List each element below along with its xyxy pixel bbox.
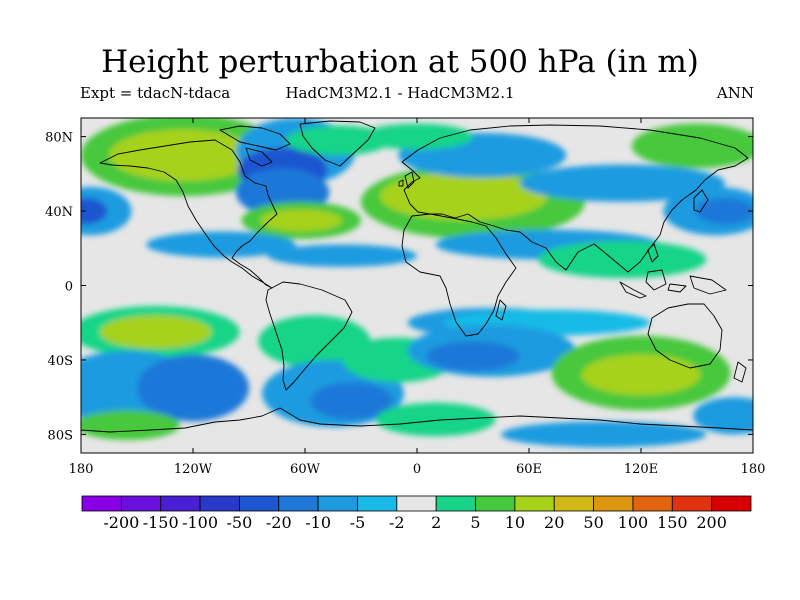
colorbar-swatch bbox=[278, 495, 319, 512]
colorbar-label: -200 bbox=[103, 513, 139, 532]
colorbar-swatch bbox=[553, 495, 594, 512]
japan-coastline bbox=[693, 189, 709, 213]
colorbar-label: -2 bbox=[389, 513, 405, 532]
lat-tick-label: 40S bbox=[48, 354, 73, 369]
colorbar-swatch bbox=[671, 495, 713, 512]
africa-coastline bbox=[401, 213, 517, 337]
experiment-label: Expt = tdacN-tdaca bbox=[80, 84, 231, 102]
field-region bbox=[99, 315, 212, 349]
lon-tick-label: 180 bbox=[741, 462, 766, 477]
colorbar-swatch bbox=[475, 495, 516, 512]
australia-coastline bbox=[647, 303, 723, 369]
south-america-coastline bbox=[265, 281, 353, 391]
eurasia-coastline bbox=[401, 124, 749, 273]
field-region bbox=[695, 198, 753, 225]
colorbar-swatch bbox=[396, 495, 437, 512]
colorbar-label: 2 bbox=[431, 513, 441, 532]
colorbar-swatch bbox=[317, 495, 358, 512]
new-zealand-coastline bbox=[733, 361, 747, 383]
lat-tick-label: 40N bbox=[45, 205, 73, 220]
field-region bbox=[375, 402, 496, 437]
greenland-coastline bbox=[299, 120, 376, 167]
lat-tick-label: 0 bbox=[65, 280, 73, 295]
field-region bbox=[81, 198, 108, 225]
lon-tick-label: 0 bbox=[413, 462, 421, 477]
field-region bbox=[426, 341, 520, 372]
colorbar-swatch bbox=[435, 495, 476, 512]
british-isles-coastline bbox=[398, 171, 415, 189]
plot-title: Height perturbation at 500 hPa (in m) bbox=[101, 44, 699, 80]
colorbar-swatch bbox=[632, 495, 673, 512]
colorbar-swatch bbox=[81, 495, 122, 512]
lon-tick-label: 60E bbox=[516, 462, 542, 477]
colorbar-label: 50 bbox=[583, 513, 603, 532]
season-label: ANN bbox=[716, 84, 754, 102]
field-region bbox=[693, 397, 753, 435]
field-region bbox=[260, 209, 343, 232]
colorbar-label: 10 bbox=[505, 513, 525, 532]
colorbar-label: -50 bbox=[227, 513, 253, 532]
maritime-continent-coastline bbox=[619, 243, 727, 299]
colorbar-swatch bbox=[514, 495, 555, 512]
colorbar-swatch bbox=[711, 495, 752, 512]
colorbar-label: -20 bbox=[266, 513, 292, 532]
field-region bbox=[631, 123, 753, 169]
colorbar-label: -5 bbox=[350, 513, 366, 532]
colorbar-swatch bbox=[239, 495, 280, 512]
model-label: HadCM3M2.1 - HadCM3M2.1 bbox=[285, 84, 515, 102]
colorbar-label: 20 bbox=[544, 513, 564, 532]
field-region bbox=[379, 171, 548, 221]
antarctica-coastline bbox=[81, 407, 753, 433]
lat-tick-label: 80N bbox=[45, 131, 73, 146]
colorbar-swatch bbox=[120, 495, 162, 512]
colorbar-label: 5 bbox=[470, 513, 480, 532]
field-region bbox=[501, 421, 707, 448]
longitude-axis: 180 120W 60W 0 60E 120E 180 bbox=[69, 118, 766, 477]
colorbar-label: -100 bbox=[182, 513, 218, 532]
madagascar-coastline bbox=[495, 299, 507, 321]
lon-tick-label: 120W bbox=[174, 462, 213, 477]
coastlines bbox=[81, 120, 753, 433]
field-region bbox=[258, 315, 371, 368]
colorbar-swatch bbox=[160, 495, 201, 512]
lat-tick-label: 80S bbox=[48, 428, 73, 443]
colorbar-label: -10 bbox=[305, 513, 331, 532]
colorbar-swatch bbox=[593, 495, 634, 512]
lon-tick-label: 60W bbox=[290, 462, 321, 477]
north-america-coastline bbox=[99, 139, 278, 289]
field-region bbox=[137, 354, 249, 422]
lon-tick-label: 120E bbox=[624, 462, 658, 477]
arctic-archipelago-coastline bbox=[219, 125, 291, 167]
field-region bbox=[310, 382, 393, 420]
lon-tick-label: 180 bbox=[69, 462, 94, 477]
field-region bbox=[581, 354, 701, 396]
field-region bbox=[361, 123, 473, 150]
field-region bbox=[267, 244, 417, 267]
field-region bbox=[146, 231, 296, 258]
colorbar: -200 -150 -100 -50 -20 -10 -5 -2 2 5 10 20 50 100 150 2… bbox=[81, 495, 752, 532]
colorbar-swatch bbox=[357, 495, 398, 512]
colorbar-swatch bbox=[199, 495, 240, 512]
field-region bbox=[519, 164, 725, 202]
colorbar-label: 200 bbox=[696, 513, 727, 532]
colorbar-label: 100 bbox=[618, 513, 649, 532]
latitude-axis: 80N 40N 0 40S 80S bbox=[45, 131, 753, 443]
field-region bbox=[538, 240, 707, 279]
field-region bbox=[81, 410, 180, 440]
colorbar-label: 150 bbox=[657, 513, 688, 532]
colorbar-label: -150 bbox=[143, 513, 179, 532]
